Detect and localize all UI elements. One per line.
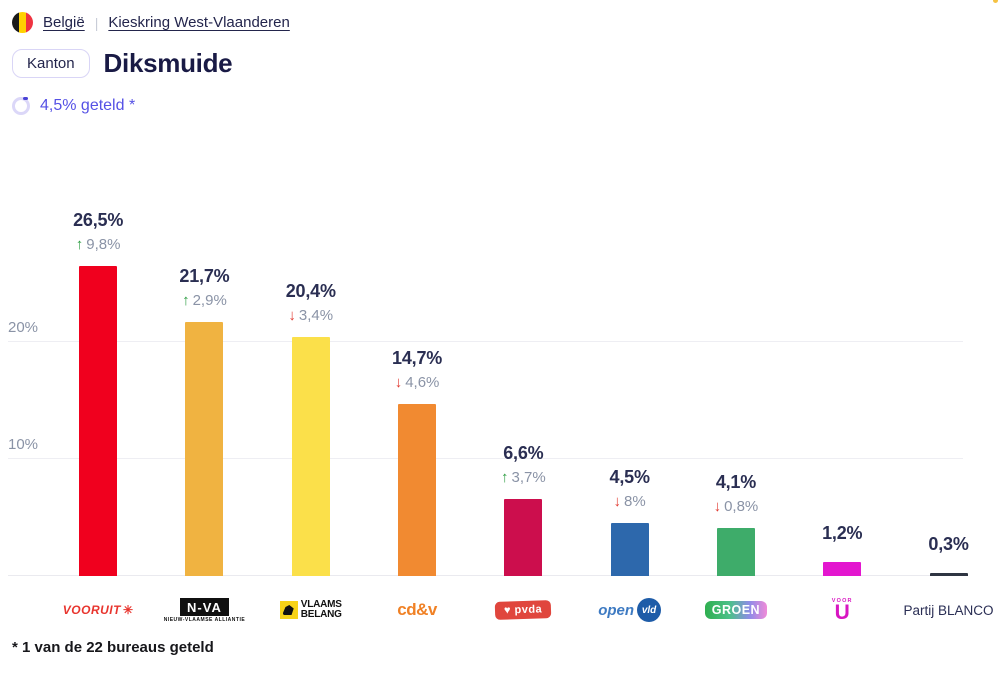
logo-blanco: Partij BLANCO bbox=[903, 602, 994, 618]
logo-vlaams-belang: VLAAMS BELANG bbox=[258, 588, 364, 632]
progress-label: 4,5% geteld * bbox=[40, 97, 136, 114]
logo-openvld: open vld bbox=[576, 588, 682, 632]
flag-stripe-red bbox=[26, 12, 33, 33]
bar-value-label: 1,2% bbox=[822, 522, 863, 543]
openvld-circle-icon: vld bbox=[637, 598, 662, 622]
gridline-20 bbox=[8, 341, 963, 342]
bar-value-label: 6,6% bbox=[503, 442, 544, 463]
bar-groen bbox=[716, 528, 755, 576]
bar-group-vooru: 1,2% bbox=[789, 136, 895, 576]
bar-pvda bbox=[504, 498, 543, 576]
bar-change-label: ↓ 8% bbox=[613, 493, 646, 511]
bar-vooruit bbox=[79, 265, 118, 576]
bar-group-groen: 4,1% ↓ 0,8% bbox=[683, 136, 789, 576]
gridline-10 bbox=[8, 458, 963, 459]
bar-value-label: 26,5% bbox=[73, 209, 124, 230]
bar-value-label: 20,4% bbox=[285, 281, 336, 302]
bar-change-label: ↓ 4,6% bbox=[394, 374, 440, 392]
bar-value-label: 4,1% bbox=[715, 472, 757, 493]
bar-group-nva: 21,7% ↑ 2,9% bbox=[151, 136, 257, 576]
belgium-flag-icon bbox=[12, 12, 33, 33]
bar-change-label: ↑ 3,7% bbox=[500, 468, 546, 486]
logo-vooru: VOOR U bbox=[831, 598, 853, 625]
bar-value-label: 14,7% bbox=[392, 348, 443, 369]
bar-openvld bbox=[610, 523, 649, 576]
breadcrumb-separator: | bbox=[94, 14, 99, 31]
breadcrumb-link-country[interactable]: België bbox=[43, 14, 85, 31]
bar-vlaams-belang bbox=[291, 337, 330, 576]
bar-columns: 26,5% ↑ 9,8% 21,7% ↑ 2,9% 20,4% ↓ 3,4% 1… bbox=[45, 136, 1002, 576]
ytick-10: 10% bbox=[8, 436, 39, 453]
logo-nva: N-VA NIEUW-VLAAMSE ALLIANTIE bbox=[151, 0, 998, 632]
bar-group-openvld: 4,5% ↓ 8% bbox=[576, 136, 682, 576]
change-arrow-icon: ↑ bbox=[75, 235, 84, 253]
flag-stripe-black bbox=[12, 12, 19, 33]
party-logos-row: VOORUIT ✳ N-VA NIEUW-VLAAMSE ALLIANTIE VL… bbox=[45, 0, 1007, 632]
footnote: * 1 van de 22 bureaus geteld bbox=[12, 639, 214, 656]
vooruit-asterisk-icon: ✳ bbox=[122, 603, 134, 617]
change-arrow-icon: ↓ bbox=[613, 493, 622, 511]
bar-blanco bbox=[929, 572, 968, 576]
change-arrow-icon: ↓ bbox=[713, 498, 722, 516]
bar-group-blanco: 0,3% bbox=[895, 136, 1001, 576]
breadcrumb-link-region[interactable]: Kieskring West-Vlaanderen bbox=[108, 14, 290, 31]
breadcrumb: België | Kieskring West-Vlaanderen bbox=[0, 0, 1007, 33]
change-arrow-icon: ↓ bbox=[394, 374, 403, 392]
results-bar-chart: 20% 10% 26,5% ↑ 9,8% 21,7% ↑ 2,9% 20,4% … bbox=[0, 136, 1007, 576]
flag-stripe-yellow bbox=[19, 12, 26, 33]
bar-change-label: ↓ 0,8% bbox=[713, 498, 759, 516]
ytick-20: 20% bbox=[8, 319, 39, 336]
axis-baseline bbox=[8, 575, 963, 576]
page-title: Diksmuide bbox=[103, 48, 233, 78]
progress-ring-icon bbox=[12, 97, 30, 115]
change-arrow-icon: ↑ bbox=[182, 292, 190, 310]
nva-yellow-dot-icon bbox=[993, 0, 998, 3]
bar-nva bbox=[185, 322, 224, 576]
bar-group-vlaams-belang: 20,4% ↓ 3,4% bbox=[258, 136, 364, 576]
logo-pvda: ♥ pvda bbox=[470, 588, 576, 632]
kanton-badge: Kanton bbox=[12, 49, 90, 78]
bar-group-pvda: 6,6% ↑ 3,7% bbox=[470, 136, 576, 576]
title-row: Kanton Diksmuide bbox=[12, 48, 1007, 79]
logo-vooruit: VOORUIT ✳ bbox=[62, 603, 134, 617]
bar-cdv bbox=[398, 404, 437, 576]
bar-value-label: 4,5% bbox=[609, 467, 650, 488]
bar-change-label: ↑ 2,9% bbox=[182, 292, 227, 310]
bar-group-vooruit: 26,5% ↑ 9,8% bbox=[45, 136, 151, 576]
progress-ring-segment bbox=[23, 97, 28, 100]
progress-row: 4,5% geteld * bbox=[12, 97, 1007, 115]
bar-group-cdv: 14,7% ↓ 4,6% bbox=[364, 136, 470, 576]
change-arrow-icon: ↑ bbox=[500, 468, 509, 486]
bar-change-label: ↓ 3,4% bbox=[288, 307, 334, 325]
vlaams-belang-lion-icon bbox=[279, 601, 298, 619]
logo-cdv: cd&v bbox=[397, 600, 437, 619]
bar-change-label: ↑ 9,8% bbox=[75, 235, 121, 253]
pvda-heart-icon: ♥ bbox=[504, 604, 511, 617]
bar-value-label: 21,7% bbox=[179, 266, 230, 287]
bar-value-label: 0,3% bbox=[928, 533, 969, 554]
logo-groen: GROEN bbox=[683, 588, 789, 632]
bar-vooru bbox=[823, 561, 862, 576]
change-arrow-icon: ↓ bbox=[288, 307, 296, 325]
